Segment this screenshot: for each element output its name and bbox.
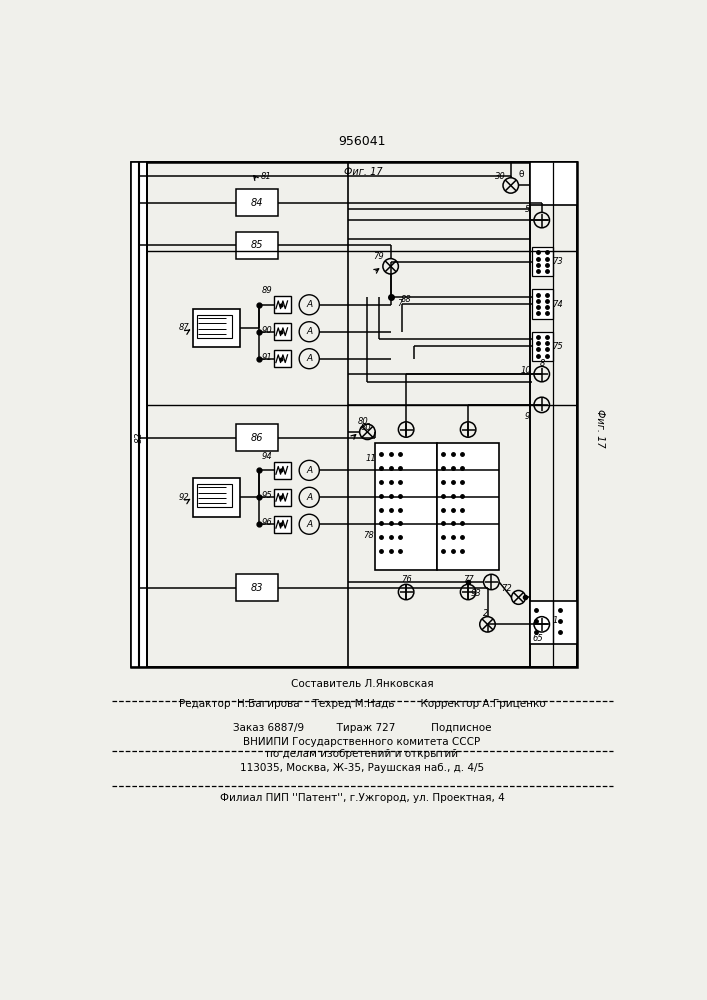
Text: 89: 89: [262, 286, 272, 295]
Bar: [530, 162, 577, 205]
Text: Фиг. 17: Фиг. 17: [595, 409, 605, 447]
Text: 79: 79: [373, 252, 384, 261]
Bar: [274, 516, 291, 533]
Text: по делам изобретений и открытий: по делам изобретений и открытий: [266, 749, 458, 759]
Text: 88: 88: [401, 295, 411, 304]
Bar: [235, 189, 279, 216]
Text: 86: 86: [251, 433, 263, 443]
Text: 80: 80: [358, 417, 369, 426]
Bar: [197, 315, 232, 338]
Text: 90: 90: [262, 326, 272, 335]
Bar: [530, 601, 577, 644]
Text: A: A: [306, 354, 312, 363]
Text: 83: 83: [251, 583, 263, 593]
Text: 96: 96: [262, 518, 272, 527]
Bar: [235, 574, 279, 601]
Text: 956041: 956041: [338, 135, 386, 148]
Text: 74: 74: [553, 300, 563, 309]
Bar: [532, 247, 553, 276]
Text: 8: 8: [540, 359, 545, 368]
Text: 82: 82: [134, 432, 144, 443]
Text: A: A: [306, 300, 312, 309]
Text: 10: 10: [521, 366, 532, 375]
Text: 73: 73: [553, 257, 563, 266]
Bar: [193, 309, 240, 347]
Text: ВНИИПИ Государственного комитета СССР: ВНИИПИ Государственного комитета СССР: [243, 737, 481, 747]
Text: 2: 2: [484, 609, 489, 618]
Bar: [235, 424, 279, 451]
Bar: [530, 162, 577, 667]
Bar: [131, 162, 577, 667]
Text: A: A: [306, 327, 312, 336]
Text: 80: 80: [361, 424, 371, 432]
Text: 95: 95: [262, 491, 272, 500]
Text: Заказ 6887/9          Тираж 727           Подписное: Заказ 6887/9 Тираж 727 Подписное: [233, 723, 491, 733]
Text: 72: 72: [501, 584, 513, 593]
Bar: [375, 443, 437, 570]
Text: 65: 65: [532, 634, 543, 643]
Text: 94: 94: [262, 452, 272, 461]
Text: A: A: [306, 520, 312, 529]
Text: Фиг. 17: Фиг. 17: [344, 167, 382, 177]
Bar: [193, 478, 240, 517]
Bar: [274, 350, 291, 367]
Bar: [235, 232, 279, 259]
Text: A: A: [306, 466, 312, 475]
Bar: [274, 489, 291, 506]
Text: 75: 75: [553, 342, 563, 351]
Text: Составитель Л.Янковская: Составитель Л.Янковская: [291, 679, 433, 689]
Text: Филиал ПИП ''Патент'', г.Ужгород, ул. Проектная, 4: Филиал ПИП ''Патент'', г.Ужгород, ул. Пр…: [220, 793, 504, 803]
Bar: [131, 162, 146, 667]
Text: 93: 93: [470, 589, 481, 598]
Text: 1: 1: [553, 616, 559, 625]
Text: 77: 77: [463, 575, 474, 584]
Bar: [532, 332, 553, 361]
Text: 92: 92: [178, 493, 189, 502]
Text: A: A: [306, 493, 312, 502]
Text: 76: 76: [401, 575, 411, 584]
Text: 91: 91: [262, 353, 272, 362]
Bar: [274, 323, 291, 340]
Text: Редактор  Н.Багирова    Техред М.Надь        Корректор А.Гриценко: Редактор Н.Багирова Техред М.Надь Коррек…: [179, 699, 545, 709]
Text: 9: 9: [525, 412, 530, 421]
Text: 113035, Москва, Ж-35, Раушская наб., д. 4/5: 113035, Москва, Ж-35, Раушская наб., д. …: [240, 763, 484, 773]
Text: 11: 11: [366, 454, 377, 463]
Bar: [146, 162, 577, 667]
Text: 5: 5: [525, 205, 530, 214]
Bar: [274, 462, 291, 479]
Text: 87: 87: [178, 323, 189, 332]
Text: 84: 84: [251, 198, 263, 208]
Text: 30: 30: [494, 172, 506, 181]
Text: θ: θ: [518, 170, 524, 179]
Text: 78: 78: [363, 531, 374, 540]
Text: 85: 85: [251, 240, 263, 250]
Bar: [532, 289, 553, 319]
Bar: [197, 484, 232, 507]
Text: 7: 7: [397, 299, 402, 308]
Bar: [274, 296, 291, 313]
Bar: [437, 443, 499, 570]
Text: 81: 81: [260, 172, 271, 181]
